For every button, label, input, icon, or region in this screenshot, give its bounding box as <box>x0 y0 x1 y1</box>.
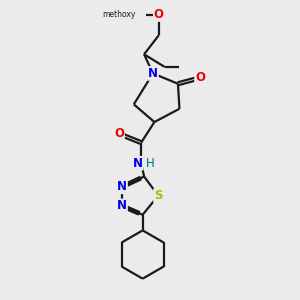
Text: O: O <box>154 8 164 21</box>
Text: N: N <box>117 180 127 193</box>
Text: N: N <box>148 67 158 80</box>
Text: N: N <box>117 200 127 212</box>
Text: H: H <box>146 157 154 170</box>
Text: S: S <box>154 189 163 202</box>
Text: N: N <box>133 157 142 170</box>
Text: O: O <box>114 127 124 140</box>
Text: methoxy: methoxy <box>102 10 135 19</box>
Text: O: O <box>195 71 205 84</box>
